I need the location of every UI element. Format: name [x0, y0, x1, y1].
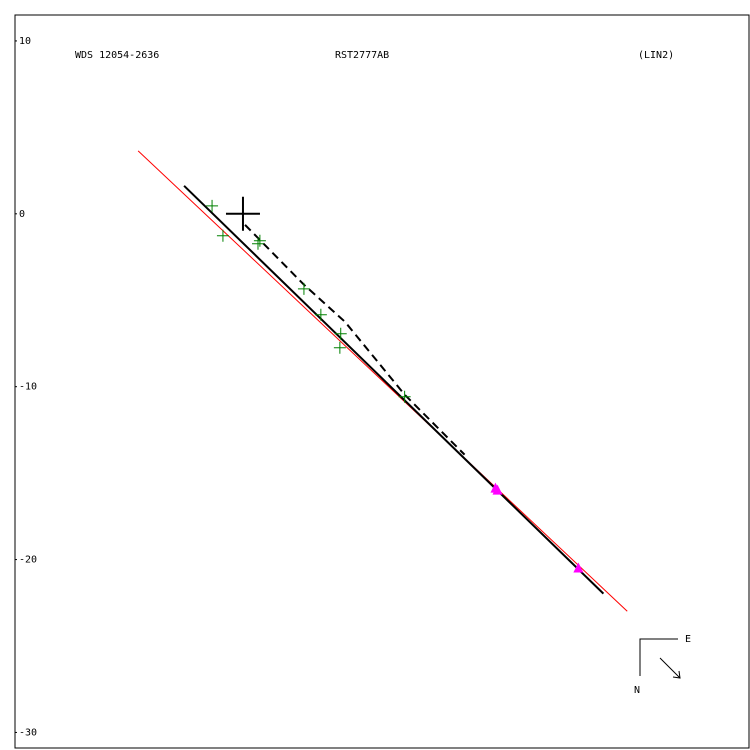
- y-tick-label: 0: [19, 209, 25, 220]
- pair-name: RST2777AB: [335, 50, 389, 61]
- fit-line: [137, 150, 628, 612]
- compass-east: E: [685, 634, 691, 645]
- fit-line: [183, 185, 605, 595]
- primary-star: [225, 196, 260, 231]
- prediction-marker: [492, 484, 503, 495]
- observation-marker: [398, 390, 411, 403]
- observation-marker: [206, 199, 219, 212]
- y-tick-label: -30: [19, 727, 37, 738]
- y-tick-label: 10: [19, 36, 31, 47]
- plot-frame: [14, 14, 750, 749]
- y-tick-label: -10: [19, 382, 37, 393]
- fit-line: [244, 224, 466, 456]
- compass-axes: [639, 638, 678, 676]
- compass-north: N: [634, 685, 640, 696]
- observation-marker: [314, 308, 327, 321]
- observation-marker: [333, 341, 346, 354]
- observation-marker: [297, 282, 310, 295]
- orbit-ref: (LIN2): [638, 50, 674, 61]
- compass-arrowhead: [672, 670, 681, 679]
- observation-marker: [251, 237, 264, 250]
- prediction-marker: [573, 562, 584, 573]
- star-id: WDS 12054-2636: [75, 50, 159, 61]
- compass-arrow: [659, 657, 681, 679]
- compass: E N: [634, 634, 691, 696]
- observation-marker: [253, 234, 266, 247]
- observation-marker: [216, 229, 229, 242]
- y-tick-label: -20: [19, 555, 37, 566]
- observation-marker: [334, 327, 347, 340]
